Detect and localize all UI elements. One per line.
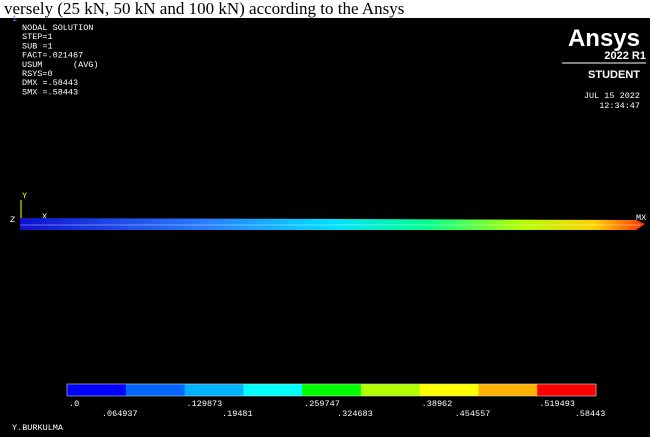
- legend-label: .19481: [222, 409, 253, 419]
- legend-swatch: [243, 384, 302, 396]
- legend-swatch: [302, 384, 361, 396]
- legend-label: .0: [69, 399, 79, 409]
- beam: [20, 218, 645, 230]
- legend-swatch: [420, 384, 479, 396]
- logo-version: 2022 R1: [604, 50, 646, 62]
- triad-z: Z: [10, 215, 15, 225]
- logo-edition: STUDENT: [588, 69, 640, 81]
- page: versely (25 kN, 50 kN and 100 kN) accord…: [0, 0, 650, 437]
- legend-swatch: [361, 384, 420, 396]
- legend-label: .454557: [455, 409, 491, 419]
- legend-swatch: [537, 384, 596, 396]
- legend-label: .519493: [539, 399, 575, 409]
- footer: Y.BURKULMA: [12, 423, 64, 433]
- triad-y: Y: [22, 191, 27, 201]
- date: JUL 15 2022: [584, 91, 640, 101]
- legend-label: .38962: [422, 399, 453, 409]
- legend-swatch: [478, 384, 537, 396]
- legend-swatch: [126, 384, 185, 396]
- time: 12:34:47: [599, 101, 640, 111]
- legend-label: .324683: [337, 409, 373, 419]
- info-line: SMX =.58443: [22, 87, 78, 97]
- window-number: 1: [12, 14, 17, 24]
- legend-label: .129873: [187, 399, 223, 409]
- caption: versely (25 kN, 50 kN and 100 kN) accord…: [4, 0, 404, 18]
- logo-brand: Ansys: [568, 25, 640, 52]
- legend-label: .064937: [102, 409, 138, 419]
- legend-label: .259747: [304, 399, 340, 409]
- legend-label: .58443: [575, 409, 606, 419]
- max-marker: MX: [636, 213, 646, 223]
- legend-swatch: [67, 384, 126, 396]
- legend-swatch: [185, 384, 244, 396]
- screenshot: versely (25 kN, 50 kN and 100 kN) accord…: [0, 0, 650, 437]
